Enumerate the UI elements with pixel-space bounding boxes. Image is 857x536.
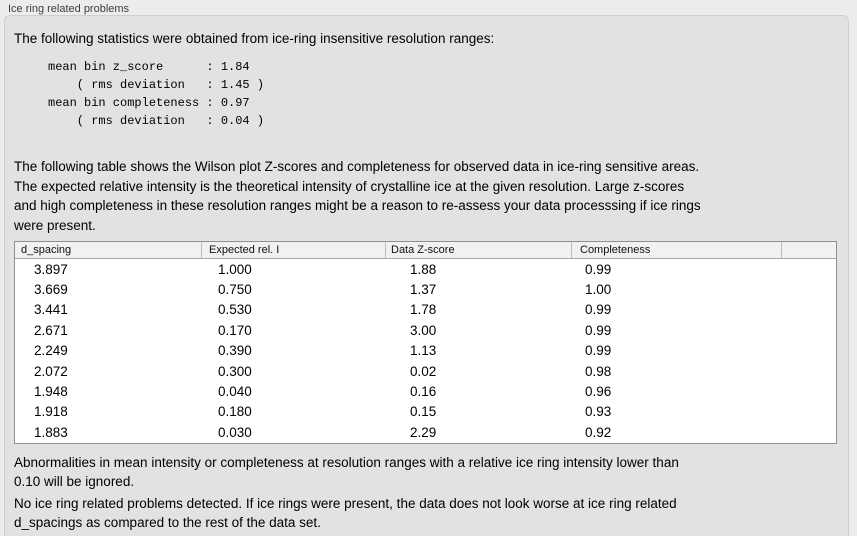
panel-title: Ice ring related problems [8,3,130,15]
table-cell: 0.92 [585,424,612,440]
ice-ring-panel: The following statistics were obtained f… [4,15,849,536]
table-row[interactable]: 1.883 0.030 2.29 0.92 [15,422,836,443]
table-row[interactable]: 2.072 0.300 0.02 0.98 [15,360,836,382]
table-row[interactable]: 3.441 0.530 1.78 0.99 [15,299,836,321]
table-cell: 0.15 [410,404,437,420]
column-header-data-z-score[interactable]: Data Z-score [385,242,571,258]
table-cell: 1.88 [410,261,437,277]
conclusion-text: No ice ring related problems detected. I… [14,495,677,530]
table-cell: 1.37 [410,282,437,298]
table-description-text: The following table shows the Wilson plo… [14,159,701,233]
column-header-completeness[interactable]: Completeness [571,242,781,258]
table-cell: 0.98 [585,363,612,379]
table-cell: 0.96 [585,384,612,400]
table-cell: 0.99 [585,322,612,338]
table-cell: 3.441 [34,302,68,318]
table-cell: 0.93 [585,404,612,420]
table-row[interactable]: 3.897 1.000 1.88 0.99 [15,259,836,280]
table-cell: 2.072 [34,363,68,379]
table-cell: 0.99 [585,302,612,318]
table-row[interactable]: 1.948 0.040 0.16 0.96 [15,381,836,402]
table-cell: 1.883 [34,424,68,440]
table-cell: 0.530 [218,302,252,318]
table-cell: 3.00 [410,322,437,338]
ice-ring-table: d_spacing Expected rel. I Data Z-score Comp… [14,241,837,444]
table-cell: 1.000 [218,261,252,277]
ignore-threshold-note: Abnormalities in mean intensity or compl… [14,454,679,489]
table-cell: 3.669 [34,282,68,298]
table-cell: 2.671 [34,322,68,338]
table-row[interactable]: 2.671 0.170 3.00 0.99 [15,320,836,341]
table-cell: 0.99 [585,261,612,277]
table-cell: 0.16 [410,384,437,400]
table-cell: 3.897 [34,261,68,277]
table-cell: 1.13 [410,343,437,359]
table-cell: 0.040 [218,384,252,400]
table-cell: 2.29 [410,424,437,440]
table-cell: 1.78 [410,302,437,318]
column-header-spacer[interactable] [781,242,836,258]
table-cell: 0.030 [218,424,252,440]
stats-intro-text: The following statistics were obtained f… [14,31,495,46]
table-cell: 1.00 [585,282,612,298]
table-cell: 0.300 [218,363,252,379]
table-cell: 0.170 [218,322,252,338]
table-header-row: d_spacing Expected rel. I Data Z-score Comp… [15,242,836,259]
table-cell: 1.918 [34,404,68,420]
table-cell: 2.249 [34,343,68,359]
table-cell: 0.99 [585,343,612,359]
table-cell: 0.390 [218,343,252,359]
table-cell: 0.02 [410,363,437,379]
table-row[interactable]: 3.669 0.750 1.37 1.00 [15,279,836,300]
stats-values-block: mean bin z_score : 1.84 ( rms deviation … [48,60,265,128]
table-row[interactable]: 1.918 0.180 0.15 0.93 [15,401,836,423]
table-cell: 1.948 [34,384,68,400]
table-cell: 0.180 [218,404,252,420]
table-body: 3.897 1.000 1.88 0.99 3.669 0.750 1.37 1.00 3.44… [15,259,836,443]
table-row[interactable]: 2.249 0.390 1.13 0.99 [15,340,836,361]
table-cell: 0.750 [218,282,252,298]
column-header-expected-rel-i[interactable]: Expected rel. I [201,242,385,258]
column-header-d-spacing[interactable]: d_spacing [21,244,72,256]
